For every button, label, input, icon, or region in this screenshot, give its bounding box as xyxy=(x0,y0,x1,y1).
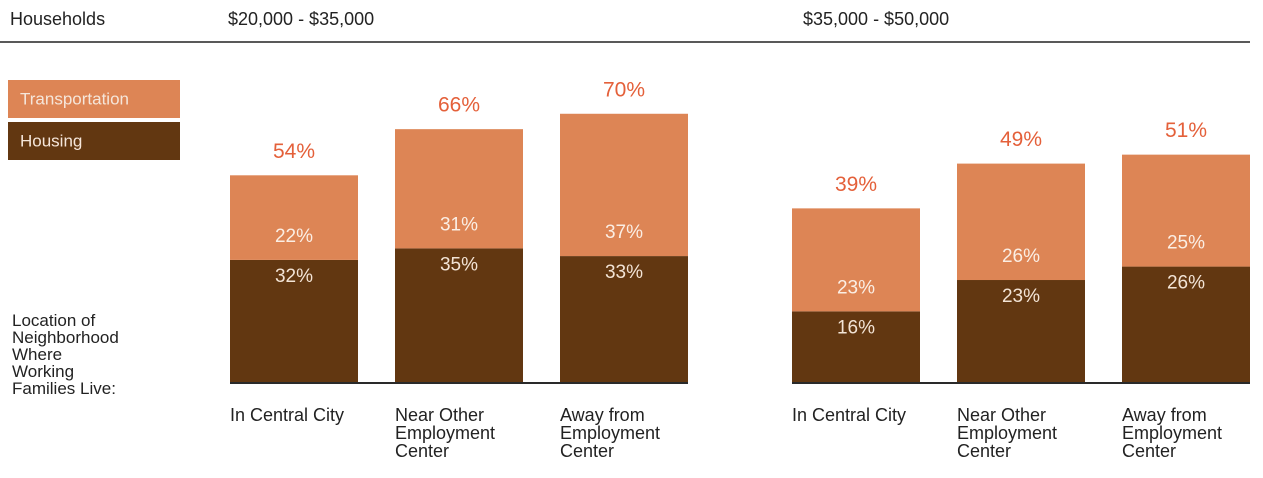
value-label: 33% xyxy=(605,262,643,283)
value-label: 26% xyxy=(1002,246,1040,267)
legend-label: Housing xyxy=(20,131,82,150)
bar-segment xyxy=(1122,154,1250,267)
bar-segment xyxy=(395,248,523,383)
value-label: 37% xyxy=(605,222,643,243)
total-label: 39% xyxy=(835,173,877,196)
value-label: 16% xyxy=(837,317,875,338)
panel-title: $20,000 - $35,000 xyxy=(228,9,374,29)
value-label: 35% xyxy=(440,254,478,275)
total-label: 70% xyxy=(603,78,645,101)
x-tick-label: Away from Employment Center xyxy=(560,405,661,461)
x-tick-label: In Central City xyxy=(230,405,345,425)
x-tick-label: Away from Employment Center xyxy=(1122,405,1223,461)
panel-title: $35,000 - $50,000 xyxy=(803,9,949,29)
total-label: 54% xyxy=(273,140,315,163)
legend-label: Transportation xyxy=(20,89,129,108)
bar-segment xyxy=(792,311,920,383)
total-label: 49% xyxy=(1000,128,1042,151)
legend-swatch xyxy=(8,122,180,160)
bar-segment xyxy=(560,113,688,257)
value-label: 23% xyxy=(837,277,875,298)
value-label: 25% xyxy=(1167,233,1205,254)
bar-segment xyxy=(792,208,920,312)
bar-segment xyxy=(560,256,688,383)
total-label: 51% xyxy=(1165,119,1207,142)
value-label: 32% xyxy=(275,266,313,287)
x-tick-label: In Central City xyxy=(792,405,907,425)
axis-label: Location of Neighborhood Where Working F… xyxy=(12,311,119,398)
x-tick-label: Near Other Employment Center xyxy=(395,405,496,461)
bar-segment xyxy=(957,280,1085,383)
value-label: 31% xyxy=(440,214,478,235)
bar-segment xyxy=(1122,266,1250,383)
value-label: 22% xyxy=(275,226,313,247)
bar-segment xyxy=(957,163,1085,281)
value-label: 23% xyxy=(1002,286,1040,307)
bar-segment xyxy=(395,129,523,249)
legend-swatch xyxy=(8,80,180,118)
bar-segment xyxy=(230,259,358,383)
x-tick-label: Near Other Employment Center xyxy=(957,405,1058,461)
header: Households xyxy=(10,9,105,29)
total-label: 66% xyxy=(438,94,480,117)
bar-segment xyxy=(230,175,358,260)
value-label: 26% xyxy=(1167,273,1205,294)
